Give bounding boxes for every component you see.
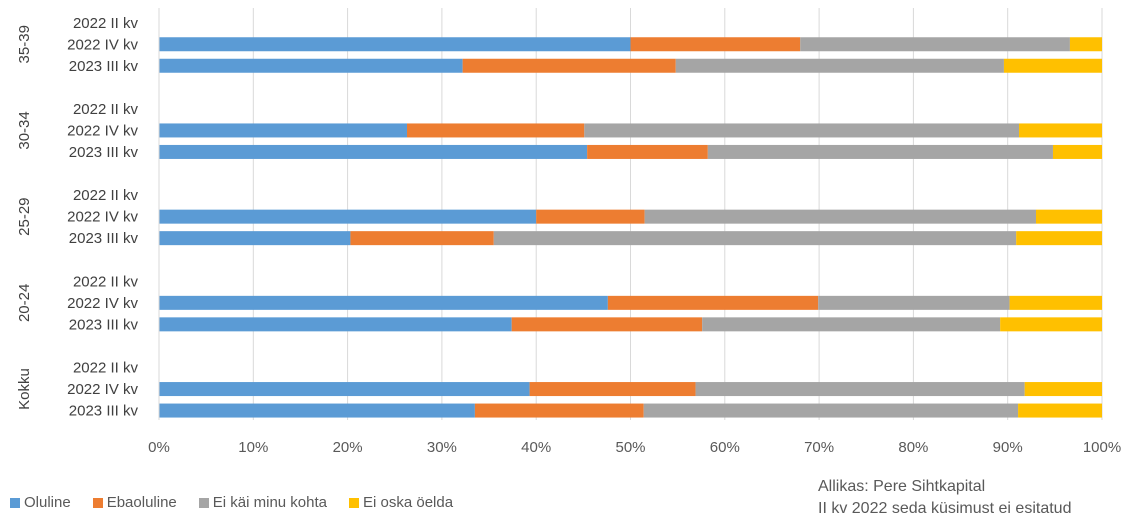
bar-segment xyxy=(159,58,463,73)
bar-segment xyxy=(702,317,1001,332)
legend-item-oluline: Oluline xyxy=(10,494,71,511)
chart-notes: Allikas: Pere Sihtkapital II kv 2022 sed… xyxy=(818,476,1071,520)
bar-segment xyxy=(584,123,1020,138)
group-label: 30-34 xyxy=(16,111,33,149)
legend-item-ei-oska-oelda: Ei oska öelda xyxy=(349,494,453,511)
legend-swatch xyxy=(349,497,359,508)
row-label: 2023 III kv xyxy=(69,144,139,161)
bar-segment xyxy=(159,123,408,138)
group-label: 25-29 xyxy=(16,197,33,235)
bar-segment xyxy=(1035,209,1102,224)
bar-segment xyxy=(462,58,676,73)
bar-segment xyxy=(1000,317,1102,332)
bar-segment xyxy=(1009,295,1102,310)
bar-segment xyxy=(644,209,1036,224)
row-label: 2022 II kv xyxy=(73,101,139,118)
bar-segment xyxy=(675,58,1004,73)
bar-segment xyxy=(695,382,1025,397)
axes: 0% 10% 20% 30% 40% 50% 60% 70% 80% 90% 100% xyxy=(148,8,1121,456)
bar-segment xyxy=(707,144,1053,159)
x-tick-label: 40% xyxy=(521,439,551,456)
bar-segment xyxy=(1052,144,1102,159)
legend-label: Ei käi minu kohta xyxy=(212,494,327,511)
legend-item-ei-kai-minu-kohta: Ei käi minu kohta xyxy=(198,494,327,511)
row-label: 2022 II kv xyxy=(73,273,139,290)
bar-segment xyxy=(1003,58,1102,73)
bar-segment xyxy=(350,231,494,246)
x-tick-label: 20% xyxy=(333,439,363,456)
bar-segment xyxy=(587,144,708,159)
x-tick-label: 90% xyxy=(993,439,1023,456)
bar-segment xyxy=(1018,403,1102,418)
group-label: 20-24 xyxy=(16,284,33,322)
legend-label: Ei oska öelda xyxy=(363,494,454,511)
group-label: 35-39 xyxy=(16,25,33,63)
row-label: 2023 III kv xyxy=(69,230,139,247)
bar-segment xyxy=(159,209,537,224)
bar-segment xyxy=(536,209,645,224)
x-tick-label: 30% xyxy=(427,439,457,456)
stacked-bar-chart: 0% 10% 20% 30% 40% 50% 60% 70% 80% 90% 100% 2022 I… xyxy=(16,8,1121,456)
x-tick-label: 60% xyxy=(710,439,740,456)
x-tick-label: 10% xyxy=(238,439,268,456)
row-label: 2023 III kv xyxy=(69,316,139,333)
bars xyxy=(159,37,1102,418)
bar-segment xyxy=(159,37,631,52)
group-label: Kokku xyxy=(16,368,33,410)
bar-segment xyxy=(159,382,530,397)
legend-swatch xyxy=(198,497,209,508)
bar-segment xyxy=(159,231,351,246)
bar-segment xyxy=(1069,37,1102,52)
legend-item-ebaoluline: Ebaoluline xyxy=(92,494,177,511)
bar-segment xyxy=(159,295,608,310)
legend-swatch xyxy=(10,497,20,508)
bar-segment xyxy=(493,231,1017,246)
legend-label: Oluline xyxy=(24,494,71,511)
legend: Oluline Ebaoluline Ei käi minu kohta Ei … xyxy=(10,494,453,511)
row-label: 2022 IV kv xyxy=(67,295,138,312)
x-tick-label: 70% xyxy=(804,439,834,456)
bar-segment xyxy=(529,382,696,397)
bar-segment xyxy=(818,295,1010,310)
x-tick-label: 0% xyxy=(148,439,170,456)
bar-segment xyxy=(643,403,1019,418)
x-tick-label: 100% xyxy=(1083,439,1121,456)
bar-segment xyxy=(630,37,801,52)
row-label: 2022 IV kv xyxy=(67,122,138,139)
bar-segment xyxy=(159,403,475,418)
footnote: II kv 2022 seda küsimust ei esitatud xyxy=(818,500,1072,517)
source-note: Allikas: Pere Sihtkapital xyxy=(818,478,986,495)
row-label: 2022 II kv xyxy=(73,360,139,377)
bar-segment xyxy=(1019,123,1102,138)
row-label: 2022 IV kv xyxy=(67,36,138,53)
bar-segment xyxy=(407,123,585,138)
x-tick-label: 80% xyxy=(898,439,928,456)
bar-segment xyxy=(511,317,703,332)
row-label: 2022 IV kv xyxy=(67,381,138,398)
category-labels: 2022 II kv 2022 IV kv 2023 III kv 35-39 2022… xyxy=(16,15,138,420)
bar-segment xyxy=(159,317,512,332)
bar-segment xyxy=(1016,231,1102,246)
row-label: 2022 II kv xyxy=(73,15,139,32)
row-label: 2022 IV kv xyxy=(67,209,138,226)
bar-segment xyxy=(159,144,588,159)
row-label: 2023 III kv xyxy=(69,403,139,420)
legend-label: Ebaoluline xyxy=(106,494,177,511)
bar-segment xyxy=(474,403,644,418)
bar-segment xyxy=(607,295,819,310)
bar-segment xyxy=(800,37,1070,52)
row-label: 2022 II kv xyxy=(73,187,139,204)
row-label: 2023 III kv xyxy=(69,58,139,75)
x-tick-label: 50% xyxy=(615,439,645,456)
legend-swatch xyxy=(92,497,103,508)
bar-segment xyxy=(1024,382,1102,397)
